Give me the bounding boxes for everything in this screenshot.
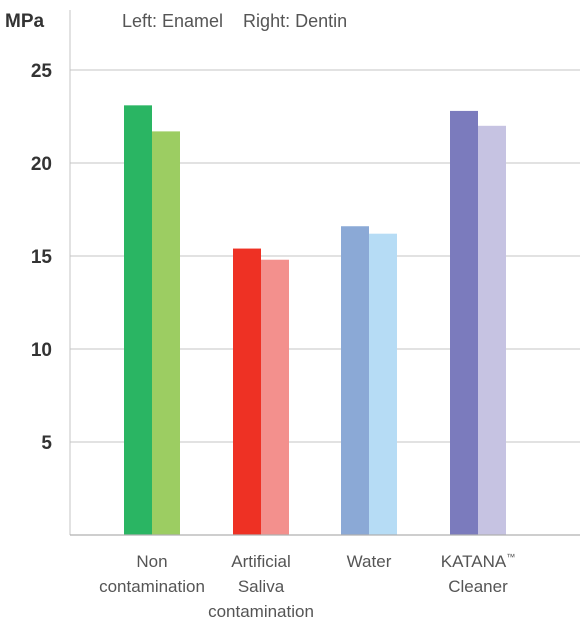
x-category-label: Cleaner [448,577,508,596]
x-category-label: Artificial [231,552,291,571]
y-tick-label: 15 [31,247,53,268]
y-tick-label: 10 [31,340,52,361]
y-tick-labels: 5 10 15 20 25 [31,61,53,454]
x-category-label: Water [347,552,392,571]
bar-enamel-2 [233,248,261,535]
bar-enamel-4 [450,110,478,536]
bar-dentin-3 [369,233,397,535]
x-category-labels: Non contamination Artificial Saliva contamin… [99,552,515,621]
bars [124,105,506,536]
x-category-label: contamination [99,577,205,596]
bar-enamel-3 [341,226,369,536]
bar-dentin-2 [261,259,289,535]
y-tick-label: 5 [41,433,52,454]
y-axis-unit-label: MPa [5,11,45,32]
bar-dentin-4 [478,125,506,536]
x-category-label: Saliva [238,577,285,596]
y-tick-label: 20 [31,154,52,175]
x-category-label: contamination [208,602,314,621]
x-category-label: KATANA™ [441,552,516,571]
axes [69,10,580,536]
legend-text: Left: Enamel Right: Dentin [122,11,347,31]
y-tick-label: 25 [31,61,53,82]
x-category-label: Non [136,552,167,571]
bar-dentin-1 [152,131,180,535]
bar-enamel-1 [124,105,152,535]
